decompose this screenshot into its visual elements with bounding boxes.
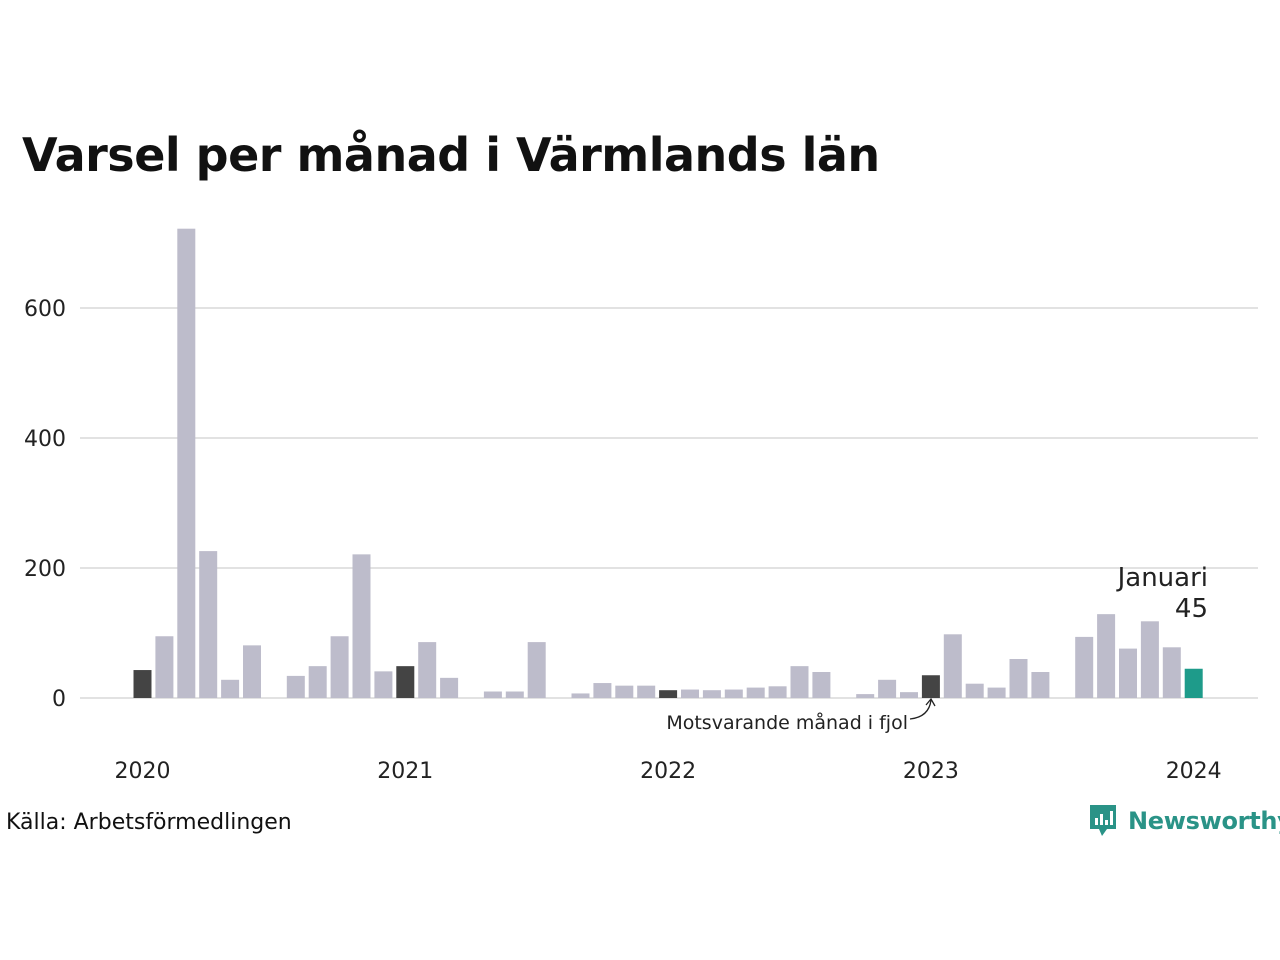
bar-2023-12 (1162, 647, 1181, 698)
bar-2022-03 (702, 690, 721, 698)
bar-2022-02 (681, 689, 699, 698)
annotations: Motsvarande månad i fjol Januari 45 (666, 563, 1208, 734)
grid-lines (80, 307, 1258, 699)
y-tick-label: 200 (24, 557, 66, 582)
brand-name: Newsworthy (1128, 807, 1280, 835)
bar-2020-09 (308, 666, 327, 698)
x-tick-label: 2023 (903, 759, 959, 784)
chart-title: Varsel per månad i Värmlands län (22, 128, 880, 182)
bar-2021-02 (418, 642, 437, 698)
bar-2023-04 (987, 687, 1006, 698)
annotation-text: Motsvarande månad i fjol (666, 711, 908, 734)
bar-2021-07 (527, 642, 546, 698)
x-tick-label: 2024 (1166, 759, 1222, 784)
x-tick-label: 2022 (640, 759, 696, 784)
bar-2023-06 (1031, 672, 1050, 698)
bar-2021-12 (637, 685, 656, 698)
bar-2023-08 (1075, 636, 1094, 698)
bars (133, 228, 1203, 698)
bar-2023-02 (943, 634, 962, 698)
bar-2021-05 (483, 691, 502, 698)
highlight-month-label: Januari (1116, 563, 1208, 593)
bar-2022-12 (900, 692, 918, 698)
bar-2024-01 (1184, 668, 1203, 698)
annotation-arrow (909, 699, 932, 720)
y-tick-label: 600 (24, 297, 66, 322)
bar-2020-06 (243, 645, 261, 698)
newsworthy-logo[interactable]: Newsworthy (1088, 803, 1280, 839)
y-axis-ticks: 0 200 400 600 (24, 297, 66, 712)
bar-2022-11 (878, 679, 897, 698)
x-axis-ticks: 2020 2021 2022 2023 2024 (115, 759, 1222, 784)
bar-chart: 0 200 400 600 2020 2021 2022 2023 2024 Motsvara… (24, 228, 1258, 784)
newsworthy-logo-icon (1090, 805, 1116, 836)
annotation-arrowhead (925, 697, 936, 707)
bar-2020-03 (177, 228, 196, 698)
bar-2021-03 (440, 677, 459, 698)
bar-2021-09 (571, 693, 590, 698)
bar-2022-05 (746, 687, 765, 698)
bar-2022-06 (768, 686, 787, 698)
bar-2020-12 (374, 671, 393, 698)
bar-2022-04 (724, 689, 743, 698)
bar-2021-10 (593, 683, 612, 698)
source-note: Källa: Arbetsförmedlingen (6, 810, 292, 835)
y-tick-label: 0 (52, 687, 66, 712)
bar-2023-09 (1097, 614, 1116, 698)
y-tick-label: 400 (24, 427, 66, 452)
x-tick-label: 2021 (377, 759, 433, 784)
bar-2020-01 (133, 670, 152, 698)
bar-2020-08 (286, 675, 305, 698)
bar-2023-03 (965, 683, 984, 698)
bar-2021-01 (396, 666, 415, 698)
bar-2023-01 (921, 675, 940, 698)
bar-2020-11 (352, 554, 371, 698)
highlight-value-label: 45 (1175, 594, 1208, 624)
bar-2022-07 (790, 666, 809, 698)
bar-2023-11 (1140, 621, 1159, 698)
bar-2022-10 (856, 694, 875, 698)
bar-2020-10 (330, 636, 349, 698)
bar-2021-06 (505, 691, 524, 698)
bar-2020-05 (221, 679, 240, 698)
bar-2022-01 (659, 690, 678, 698)
bar-2021-11 (615, 685, 634, 698)
bar-2020-04 (199, 551, 218, 698)
bar-2020-02 (155, 636, 174, 698)
x-tick-label: 2020 (115, 759, 171, 784)
bar-2022-08 (812, 672, 831, 698)
bar-2023-05 (1009, 659, 1028, 698)
bar-2023-10 (1119, 648, 1137, 698)
